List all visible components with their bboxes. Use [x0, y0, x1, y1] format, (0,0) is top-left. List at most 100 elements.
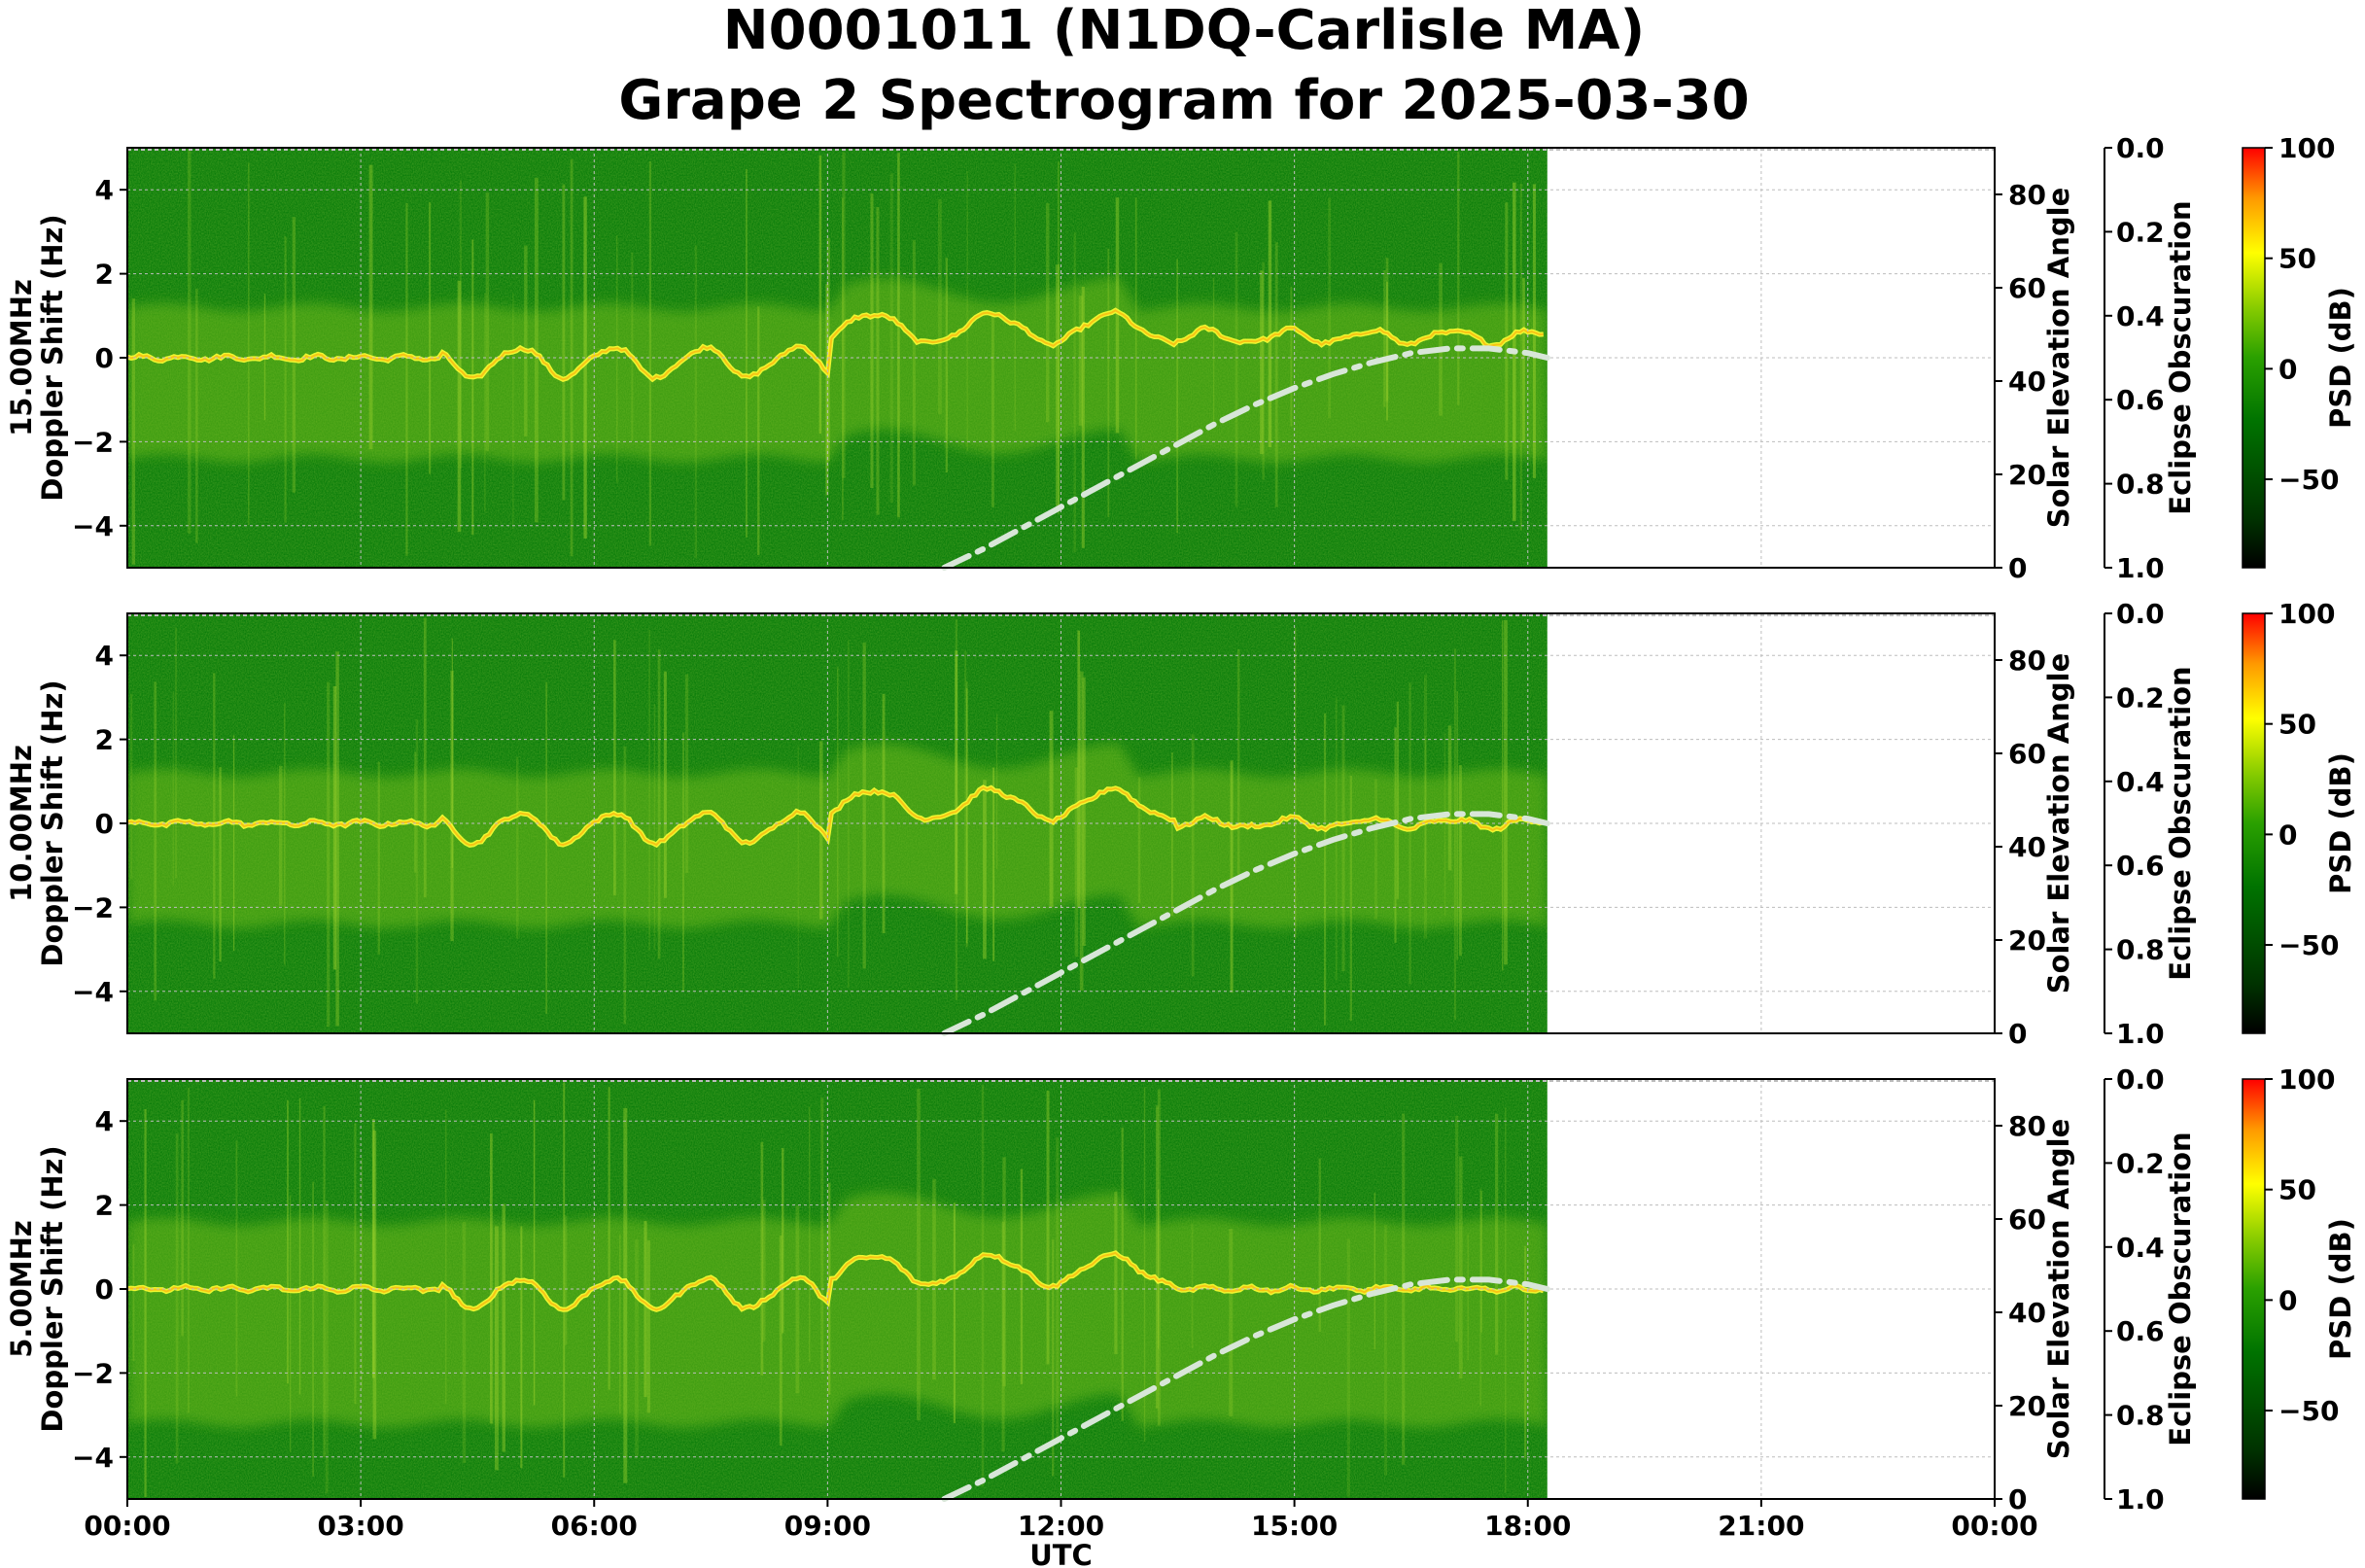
- colorbar-tick-label: −50: [2278, 464, 2339, 496]
- colorbar-tick-label: 50: [2278, 709, 2316, 741]
- colorbar-tick-label: 0: [2278, 819, 2297, 851]
- right-tick-label: 60: [2008, 738, 2046, 770]
- eclipse-tick-label: 0.8: [2116, 934, 2165, 966]
- eclipse-tick-label: 0.8: [2116, 469, 2165, 501]
- colorbar-tick-label: 50: [2278, 1174, 2316, 1206]
- y-axis-label: Doppler Shift (Hz): [36, 679, 69, 966]
- figure-title-line1: N0001011 (N1DQ-Carlisle MA): [723, 0, 1645, 62]
- y-tick-label: 0: [95, 342, 114, 374]
- y-tick-label: 2: [95, 724, 114, 756]
- x-tick-label: 21:00: [1718, 1510, 1804, 1542]
- right-tick-label: 40: [2008, 831, 2046, 863]
- x-tick-label: 18:00: [1484, 1510, 1571, 1542]
- x-tick-label: 00:00: [84, 1510, 170, 1542]
- x-tick-label: 00:00: [1951, 1510, 2037, 1542]
- eclipse-tick-label: 1.0: [2116, 552, 2165, 584]
- x-tick-label: 15:00: [1251, 1510, 1338, 1542]
- colorbar: [2242, 1078, 2266, 1500]
- y-tick-label: 0: [95, 1273, 114, 1306]
- colorbar-tick-label: −50: [2278, 1395, 2339, 1427]
- eclipse-tick-label: 0.4: [2116, 300, 2165, 332]
- y-tick-label: 4: [95, 1105, 114, 1137]
- y-tick-label: 4: [95, 640, 114, 672]
- eclipse-tick-label: 0.2: [2116, 216, 2165, 248]
- spectrogram-texture: [127, 148, 1548, 568]
- y-tick-label: 2: [95, 1190, 114, 1222]
- colorbar: [2242, 147, 2266, 569]
- spectrogram-texture: [127, 613, 1548, 1033]
- panel-15.00MHz: [120, 147, 2273, 571]
- x-tick-label: 09:00: [784, 1510, 871, 1542]
- figure-title-line2: Grape 2 Spectrogram for 2025-03-30: [618, 69, 1749, 132]
- eclipse-tick-label: 1.0: [2116, 1483, 2165, 1516]
- eclipse-tick-label: 1.0: [2116, 1018, 2165, 1050]
- right-tick-label: 0: [2008, 1483, 2027, 1516]
- panel-5.00MHz: [120, 1078, 2273, 1507]
- y-tick-label: −2: [72, 426, 114, 458]
- eclipse-tick-label: 0.6: [2116, 384, 2165, 416]
- eclipse-tick-label: 0.2: [2116, 681, 2165, 714]
- frequency-label: 15.00MHz: [5, 279, 38, 436]
- right-tick-label: 60: [2008, 1203, 2046, 1236]
- solar-elevation-label: Solar Elevation Angle: [2042, 188, 2075, 529]
- right-tick-label: 40: [2008, 1297, 2046, 1329]
- doppler-trace-peak: [127, 785, 1545, 847]
- solar-elevation-label: Solar Elevation Angle: [2042, 1119, 2075, 1460]
- solar-elevation-curve: [941, 345, 1550, 571]
- y-tick-label: 2: [95, 259, 114, 291]
- right-tick-label: 0: [2008, 552, 2027, 584]
- y-axis-label: Doppler Shift (Hz): [36, 1145, 69, 1432]
- solar-elevation-curve: [941, 811, 1550, 1036]
- eclipse-tick-label: 0.0: [2116, 132, 2165, 164]
- solar-elevation-curve: [941, 1276, 1550, 1502]
- eclipse-tick-label: 0.4: [2116, 1232, 2165, 1264]
- colorbar-tick-label: 100: [2278, 598, 2335, 630]
- panel-10.00MHz: [120, 612, 2273, 1036]
- doppler-trace-peak: [127, 1251, 1545, 1311]
- doppler-glow-band: [127, 277, 1548, 463]
- eclipse-obscuration-label: Eclipse Obscuration: [2164, 666, 2197, 980]
- right-tick-label: 60: [2008, 272, 2046, 304]
- right-tick-label: 80: [2008, 645, 2046, 677]
- colorbar-tick-label: 100: [2278, 132, 2335, 164]
- eclipse-tick-label: 0.0: [2116, 1063, 2165, 1096]
- colorbar-tick-label: 0: [2278, 353, 2297, 385]
- eclipse-obscuration-label: Eclipse Obscuration: [2164, 200, 2197, 514]
- y-tick-label: −2: [72, 891, 114, 923]
- x-tick-label: 06:00: [551, 1510, 638, 1542]
- frequency-label: 10.00MHz: [5, 745, 38, 902]
- colorbar-label: PSD (dB): [2324, 752, 2357, 894]
- colorbar-label: PSD (dB): [2324, 1218, 2357, 1360]
- eclipse-obscuration-label: Eclipse Obscuration: [2164, 1132, 2197, 1446]
- doppler-glow-band: [127, 1192, 1548, 1428]
- right-tick-label: 80: [2008, 1110, 2046, 1142]
- solar-elevation-label: Solar Elevation Angle: [2042, 653, 2075, 994]
- y-tick-label: −4: [72, 510, 114, 542]
- y-axis-label: Doppler Shift (Hz): [36, 214, 69, 501]
- doppler-trace-peak: [127, 309, 1544, 381]
- eclipse-tick-label: 0.6: [2116, 1315, 2165, 1347]
- colorbar-tick-label: 50: [2278, 243, 2316, 275]
- y-tick-label: −4: [72, 976, 114, 1008]
- colorbar-tick-label: −50: [2278, 929, 2339, 961]
- eclipse-tick-label: 0.2: [2116, 1147, 2165, 1179]
- x-tick-label: 03:00: [318, 1510, 404, 1542]
- y-tick-label: −2: [72, 1357, 114, 1389]
- eclipse-tick-label: 0.4: [2116, 766, 2165, 798]
- x-axis-label: UTC: [1029, 1539, 1093, 1568]
- colorbar: [2242, 612, 2266, 1034]
- frequency-label: 5.00MHz: [5, 1220, 38, 1358]
- right-tick-label: 20: [2008, 1390, 2046, 1422]
- eclipse-tick-label: 0.8: [2116, 1400, 2165, 1432]
- doppler-glow-band: [127, 743, 1548, 928]
- right-tick-label: 0: [2008, 1018, 2027, 1050]
- colorbar-tick-label: 0: [2278, 1284, 2297, 1316]
- y-tick-label: −4: [72, 1442, 114, 1474]
- right-tick-label: 80: [2008, 179, 2046, 211]
- colorbar-label: PSD (dB): [2324, 287, 2357, 429]
- spectrogram-texture: [127, 1079, 1548, 1499]
- right-tick-label: 20: [2008, 924, 2046, 957]
- eclipse-tick-label: 0.6: [2116, 850, 2165, 882]
- colorbar-tick-label: 100: [2278, 1063, 2335, 1096]
